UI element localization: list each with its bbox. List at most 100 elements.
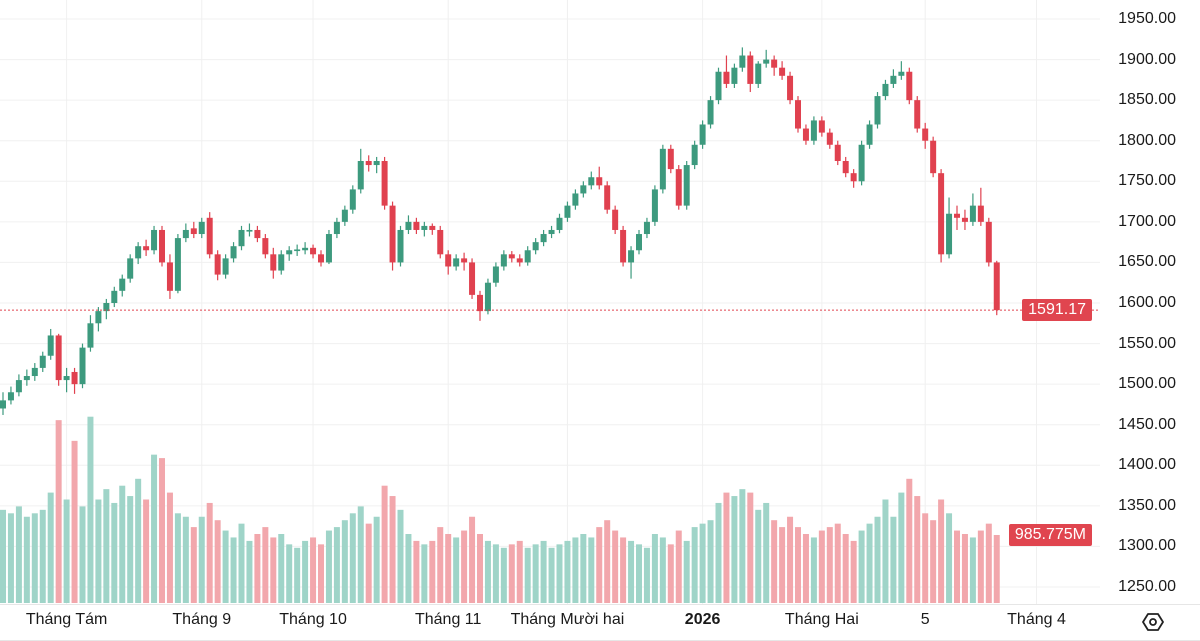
volume-bar	[818, 530, 825, 603]
candle-body	[103, 303, 110, 312]
volume-bar	[524, 547, 531, 603]
candle-body	[826, 132, 833, 145]
volume-bar	[127, 496, 134, 603]
candle-body	[119, 278, 126, 291]
candle-body	[890, 75, 897, 84]
candle-body	[15, 380, 22, 393]
volume-bar	[477, 534, 483, 603]
candle-body	[397, 229, 404, 263]
last-price-badge: 1591.17	[1022, 299, 1092, 322]
candle-body	[7, 392, 14, 401]
volume-bar	[95, 499, 102, 603]
volume-bar	[484, 540, 491, 603]
volume-bar	[238, 523, 245, 603]
candle-body	[985, 221, 992, 263]
y-tick-label: 1400.00	[1118, 456, 1176, 474]
candle-body	[373, 161, 380, 166]
volume-bar	[143, 499, 150, 603]
y-tick-label: 1500.00	[1118, 375, 1176, 393]
candle-body	[969, 205, 976, 222]
volume-bar	[182, 516, 189, 603]
volume-bar	[286, 544, 293, 603]
volume-bar	[103, 489, 110, 603]
volume-bar	[15, 506, 22, 603]
volume-bar	[874, 516, 881, 603]
candle-body	[143, 246, 150, 251]
candle-body	[230, 246, 237, 259]
volume-bar	[659, 537, 666, 603]
candle-body	[198, 221, 205, 235]
candle-body	[381, 161, 388, 206]
volume-bar	[119, 485, 126, 603]
volume-bar	[174, 513, 181, 603]
candle-body	[659, 148, 666, 190]
volume-bar	[206, 502, 213, 603]
volume-bar	[580, 534, 587, 603]
volume-bar	[612, 530, 619, 603]
volume-bar	[214, 520, 221, 603]
candle-body	[802, 128, 809, 141]
volume-bar	[500, 547, 507, 603]
volume-bar	[715, 502, 722, 603]
volume-bar	[508, 544, 515, 603]
volume-bar	[898, 492, 905, 603]
candle-body	[818, 120, 825, 133]
candle-body	[620, 229, 627, 263]
x-tick-label: Tháng 4	[1007, 611, 1066, 628]
volume-bar	[890, 516, 897, 603]
volume-bar	[47, 492, 54, 603]
volume-bar	[882, 499, 889, 603]
volume-bar	[779, 527, 786, 603]
volume-bar	[922, 513, 929, 603]
candle-body	[715, 71, 722, 101]
candle-body	[222, 258, 229, 275]
x-tick-label: Tháng Hai	[784, 611, 859, 628]
volume-bar	[588, 537, 595, 603]
candle-body	[127, 258, 134, 279]
candle-body	[333, 221, 340, 235]
candle-body	[524, 250, 531, 263]
candle-body	[532, 242, 539, 251]
candle-body	[286, 250, 293, 255]
x-tick-label: 2026	[684, 611, 721, 628]
candle-body	[190, 228, 197, 235]
y-tick-label: 1350.00	[1118, 496, 1176, 514]
volume-bar	[564, 540, 571, 603]
volume-bar	[747, 492, 754, 603]
candle-body	[580, 185, 587, 194]
candle-body	[858, 144, 865, 182]
volume-bar	[866, 523, 873, 603]
candle-body	[310, 247, 317, 255]
volume-bar	[596, 527, 603, 603]
volume-bar	[7, 513, 14, 603]
candle-body	[866, 124, 873, 145]
volume-bar	[914, 496, 921, 603]
candle-body	[874, 96, 881, 125]
volume-bar	[87, 416, 94, 603]
volume-bar	[556, 544, 563, 603]
volume-bar	[946, 513, 953, 603]
candle-body	[691, 144, 698, 166]
volume-bar	[969, 537, 976, 603]
volume-bar	[278, 534, 285, 603]
volume-bar	[349, 513, 356, 603]
candle-body	[135, 246, 142, 259]
volume-bar	[437, 527, 444, 603]
candles	[0, 47, 1000, 415]
volume-bar	[787, 516, 794, 603]
settings-hexagon-icon[interactable]	[1142, 611, 1164, 633]
candle-body	[771, 59, 778, 68]
volume-bar	[445, 534, 452, 603]
y-tick-label: 1600.00	[1118, 294, 1176, 311]
candle-body	[214, 254, 221, 275]
volume-bar	[341, 520, 348, 603]
candle-body	[683, 165, 690, 206]
candle-body	[87, 323, 94, 348]
volume-bar	[318, 544, 324, 603]
candle-body	[47, 335, 54, 356]
volume-bar	[453, 537, 460, 603]
candle-body	[596, 177, 603, 186]
volume-bar	[739, 489, 746, 603]
candle-body	[882, 83, 889, 97]
